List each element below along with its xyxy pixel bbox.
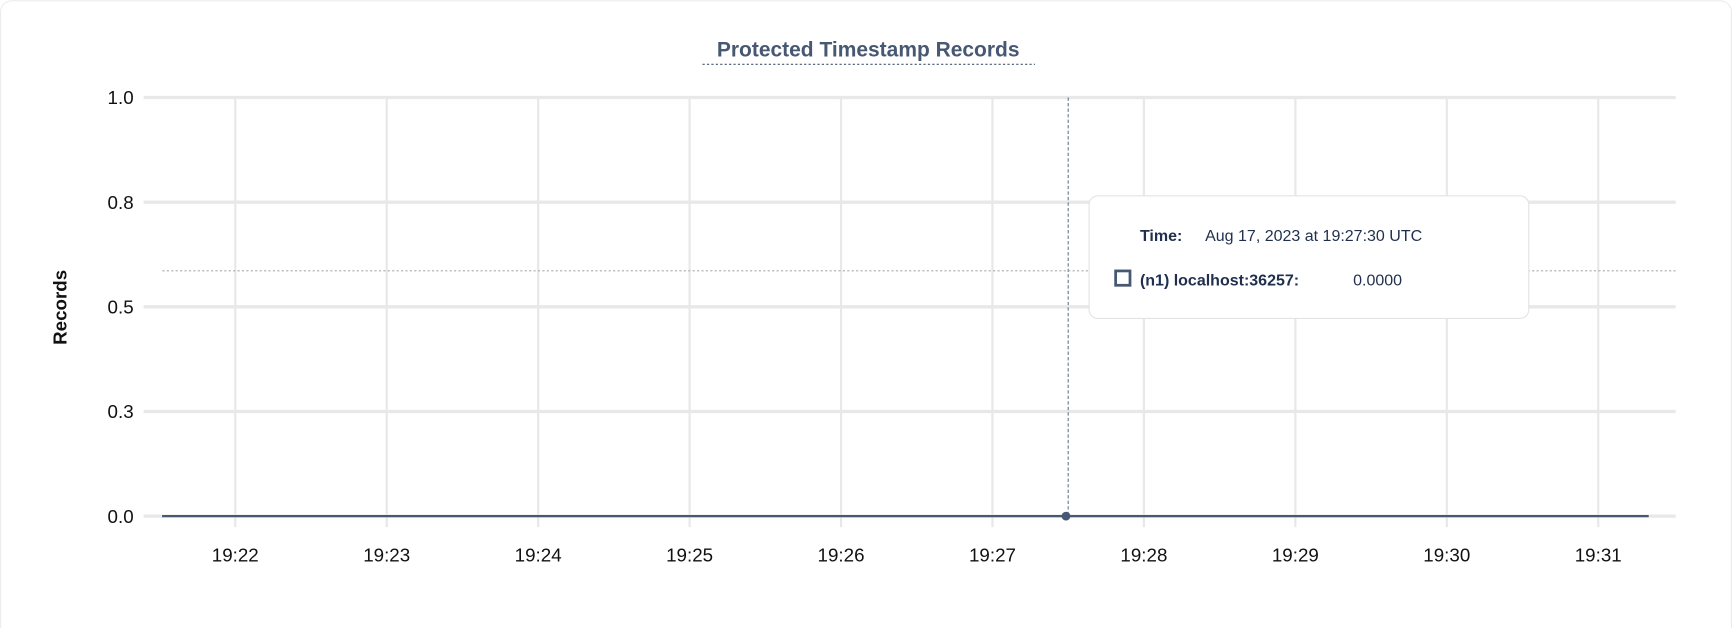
y-tick-label: 0.0 xyxy=(108,506,134,527)
tooltip-series-label: (n1) localhost:36257: xyxy=(1140,272,1299,289)
y-tick-label: 0.8 xyxy=(108,192,134,213)
x-tick-label: 19:29 xyxy=(1272,544,1319,565)
tooltip-series-value: 0.0000 xyxy=(1353,272,1402,289)
x-tick-label: 19:25 xyxy=(666,544,713,565)
y-tick-label: 0.5 xyxy=(108,296,134,317)
tooltip-time-label: Time: xyxy=(1140,228,1182,245)
x-tick-label: 19:27 xyxy=(969,544,1016,565)
x-tick-label: 19:23 xyxy=(363,544,410,565)
chart-title[interactable]: Protected Timestamp Records xyxy=(717,39,1020,62)
x-tick-label: 19:24 xyxy=(515,544,562,565)
y-tick-label: 0.3 xyxy=(108,401,134,422)
x-tick-label: 19:22 xyxy=(212,544,259,565)
tooltip-time-value: Aug 17, 2023 at 19:27:30 UTC xyxy=(1205,228,1422,245)
y-axis-label: Records xyxy=(49,270,70,345)
x-tick-label: 19:30 xyxy=(1423,544,1470,565)
x-tick-label: 19:28 xyxy=(1120,544,1167,565)
x-tick-label: 19:26 xyxy=(818,544,865,565)
x-tick-label: 19:31 xyxy=(1575,544,1622,565)
tooltip-box xyxy=(1088,195,1530,319)
y-tick-labels: 0.0 0.3 0.5 0.8 1.0 xyxy=(108,87,134,527)
tooltip: Time: Aug 17, 2023 at 19:27:30 UTC (n1) … xyxy=(1088,195,1530,319)
series-swatch-icon xyxy=(1114,269,1132,287)
y-tick-label: 1.0 xyxy=(108,87,134,108)
x-tick-labels: 19:22 19:23 19:24 19:25 19:26 19:27 19:28 19:29… xyxy=(212,544,1622,565)
hover-point xyxy=(1061,511,1071,521)
